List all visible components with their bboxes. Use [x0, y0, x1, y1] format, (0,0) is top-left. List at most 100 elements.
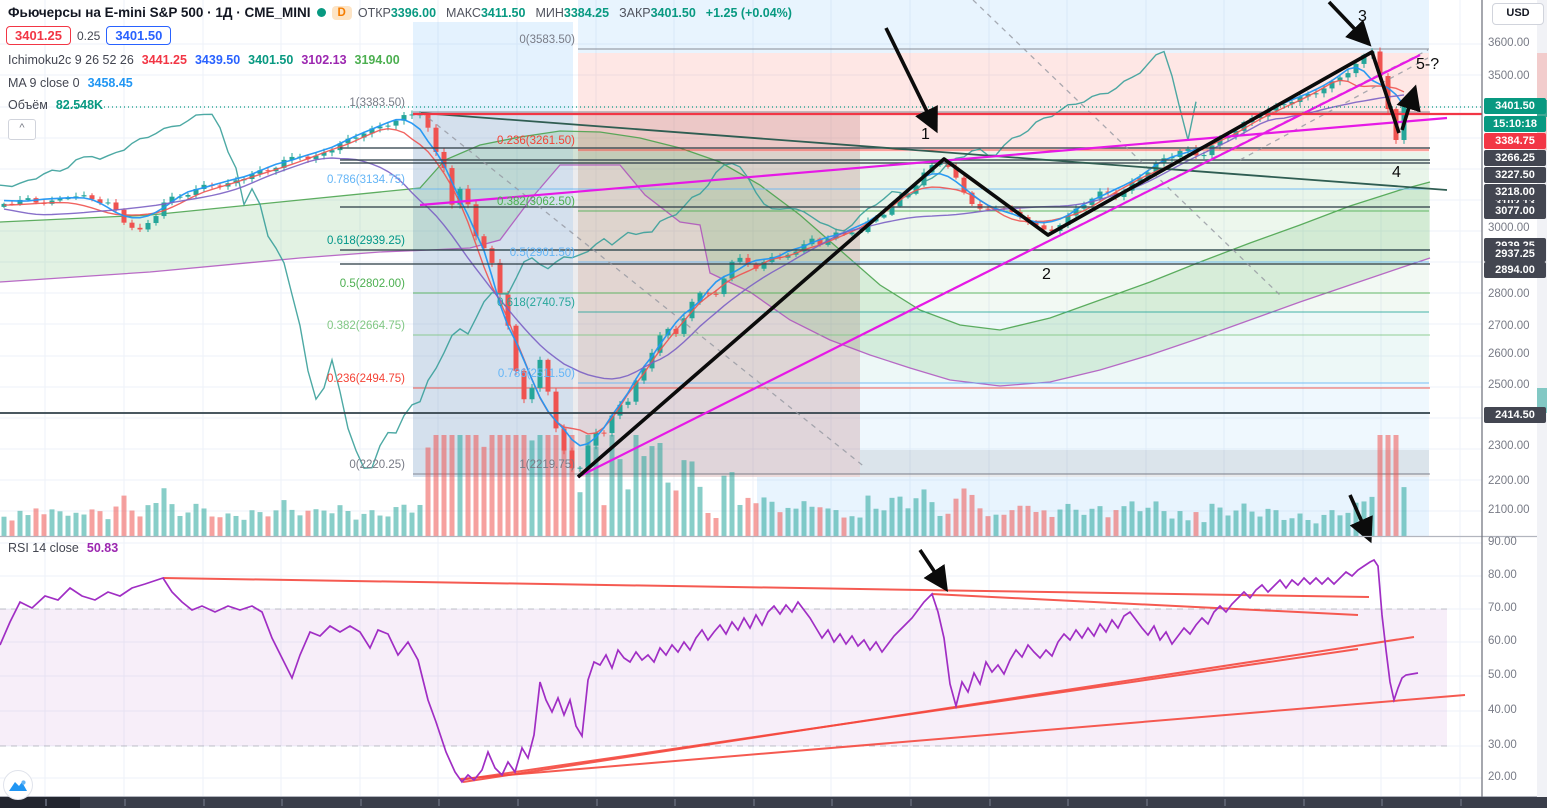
spread-value: 0.25 — [77, 28, 101, 43]
axis-tick-label: 2700.00 — [1488, 320, 1530, 332]
axis-tick-label: 3500.00 — [1488, 70, 1530, 82]
price-axis-badge[interactable]: 2937.25 — [1484, 246, 1546, 262]
rsi-trend-line[interactable] — [459, 694, 1466, 780]
price-axis-badge[interactable]: 3401.50 — [1484, 98, 1546, 114]
rsi-trend-line[interactable] — [931, 593, 1359, 616]
ohlc-item: МАКС3411.50 — [446, 5, 526, 20]
dashed-guide-line[interactable] — [420, 111, 867, 469]
price-axis-badge[interactable]: 15:10:18 — [1484, 116, 1546, 132]
axis-tick-label: 50.00 — [1488, 669, 1517, 681]
axis-tick-label: 2800.00 — [1488, 288, 1530, 300]
price-axis-badge[interactable]: 3227.50 — [1484, 167, 1546, 183]
fib-level-label: 0(3583.50) — [519, 34, 575, 46]
fib-level-label: 1(3383.50) — [349, 97, 405, 109]
arrow-drawing[interactable] — [884, 27, 938, 134]
rsi-pane — [0, 558, 1466, 784]
interval-badge[interactable]: D — [331, 5, 352, 20]
axis-tick-label: 2100.00 — [1488, 504, 1530, 516]
fib-level-label: 0.618(2939.25) — [326, 235, 405, 247]
volume-value: 82.548K — [55, 98, 104, 112]
bid-ask-row: 3401.25 0.25 3401.50 — [6, 26, 172, 45]
fib-level-label: 0.382(3062.50) — [496, 196, 575, 208]
collapse-pane-button[interactable]: ^ — [8, 119, 36, 140]
ichimoku-value: 3439.50 — [194, 53, 241, 67]
arrow-drawing[interactable] — [1327, 0, 1372, 47]
price-axis-badge[interactable]: 3266.25 — [1484, 150, 1546, 166]
fib-level-label: 1(2219.75) — [519, 459, 575, 471]
fib-level-label: 0.5(2802.00) — [339, 278, 405, 290]
price-axis-badge[interactable]: 2894.00 — [1484, 262, 1546, 278]
buy-button[interactable]: 3401.50 — [106, 26, 172, 45]
axis-tick-label: 2300.00 — [1488, 440, 1530, 452]
fib-level-label: 0.618(2740.75) — [496, 297, 575, 309]
rsi-band — [0, 609, 1447, 746]
ma-label: MA 9 close 0 — [8, 76, 80, 90]
wave-count-label[interactable]: 5-? — [1416, 56, 1440, 73]
rsi-trend-line[interactable] — [462, 636, 1415, 783]
arrow-drawing[interactable] — [918, 549, 948, 592]
axis-tick-label: 80.00 — [1488, 569, 1517, 581]
chikou-span-line — [0, 50, 1197, 469]
price-axis-badge[interactable]: 2414.50 — [1484, 407, 1546, 423]
time-axis[interactable] — [0, 797, 1547, 808]
ichimoku-value: 3401.50 — [248, 53, 294, 67]
axis-tick-label: 70.00 — [1488, 602, 1517, 614]
shaded-zone — [578, 312, 1429, 383]
trend-line[interactable] — [419, 116, 1448, 207]
axis-tick-label: 3600.00 — [1488, 37, 1530, 49]
fib-level-label: 0.5(2901.50) — [509, 247, 575, 259]
volume-legend[interactable]: Объём 82.548K — [8, 98, 103, 112]
axis-tick-label: 40.00 — [1488, 704, 1517, 716]
volume-series — [1, 435, 1407, 536]
ohlc-values: ОТКР3396.00 МАКС3411.50 МИН3384.25 ЗАКР3401… — [358, 6, 792, 20]
wave-count-label[interactable]: 4 — [1392, 164, 1401, 181]
price-axis-badge[interactable]: 3077.00 — [1484, 203, 1546, 219]
axis-tick-label: 60.00 — [1488, 635, 1517, 647]
trend-line-drawings[interactable] — [60, 0, 1482, 478]
page-title[interactable]: Фьючерсы на E-mini S&P 500 · 1Д · CME_MI… — [8, 5, 311, 20]
ma9-line — [3, 66, 1405, 447]
axis-tick-label: 30.00 — [1488, 739, 1517, 751]
dashed-guide-line[interactable] — [972, 0, 1281, 296]
ichimoku-value: 3102.13 — [301, 53, 347, 67]
axis-tick-label: 2600.00 — [1488, 348, 1530, 360]
chart-header: Фьючерсы на E-mini S&P 500 · 1Д · CME_MI… — [8, 5, 792, 20]
fib-level-label: 0.382(2664.75) — [326, 320, 405, 332]
ichimoku-legend[interactable]: Ichimoku2c 9 26 52 26 3441.25 3439.50 3401… — [8, 53, 400, 67]
market-status-icon — [316, 8, 326, 17]
wave-count-label[interactable]: 1 — [921, 126, 930, 143]
shaded-zone — [578, 114, 860, 477]
currency-toggle-button[interactable]: USD — [1492, 3, 1544, 25]
axis-tick-label: 2200.00 — [1488, 475, 1530, 487]
axis-tick-label: 20.00 — [1488, 771, 1517, 783]
fib-level-label: 0(2220.25) — [349, 459, 405, 471]
elliott-wave-zigzag[interactable] — [576, 50, 1401, 479]
shaded-zone — [578, 383, 1429, 474]
axis-tick-label: 3000.00 — [1488, 222, 1530, 234]
price-axis-badge[interactable]: 3384.75 — [1484, 133, 1546, 149]
ohlc-item: ЗАКР3401.50 — [619, 5, 696, 20]
sell-button[interactable]: 3401.25 — [6, 26, 71, 45]
tradingview-logo[interactable] — [3, 770, 33, 800]
arrow-drawing[interactable] — [1396, 84, 1421, 131]
annotation-drawings[interactable] — [576, 0, 1421, 592]
ma-legend[interactable]: MA 9 close 0 3458.45 — [8, 76, 133, 90]
rsi-legend[interactable]: RSI 14 close 50.83 — [8, 541, 118, 555]
ohlc-item: МИН3384.25 — [535, 5, 610, 20]
wave-count-label[interactable]: 3 — [1358, 8, 1367, 25]
trend-line[interactable] — [577, 54, 1421, 478]
axis-tick-label: 90.00 — [1488, 536, 1517, 548]
trend-line[interactable] — [420, 112, 1448, 191]
volume-label: Объём — [8, 98, 48, 112]
fib-level-label: 0.236(2494.75) — [326, 373, 405, 385]
ichimoku-value: 3194.00 — [354, 53, 400, 67]
shaded-zone — [578, 211, 1429, 262]
fib-level-label: 0.236(3261.50) — [496, 135, 575, 147]
fib-level-label: 0.786(3134.75) — [326, 174, 405, 186]
rsi-trend-line[interactable] — [162, 577, 1370, 598]
ichimoku-values: 3441.25 3439.50 3401.50 3102.13 3194.00 — [142, 53, 400, 67]
arrow-drawing[interactable] — [1348, 494, 1373, 544]
wave-count-label[interactable]: 2 — [1042, 266, 1051, 283]
price-axis-badge[interactable]: 3218.00 — [1484, 184, 1546, 200]
